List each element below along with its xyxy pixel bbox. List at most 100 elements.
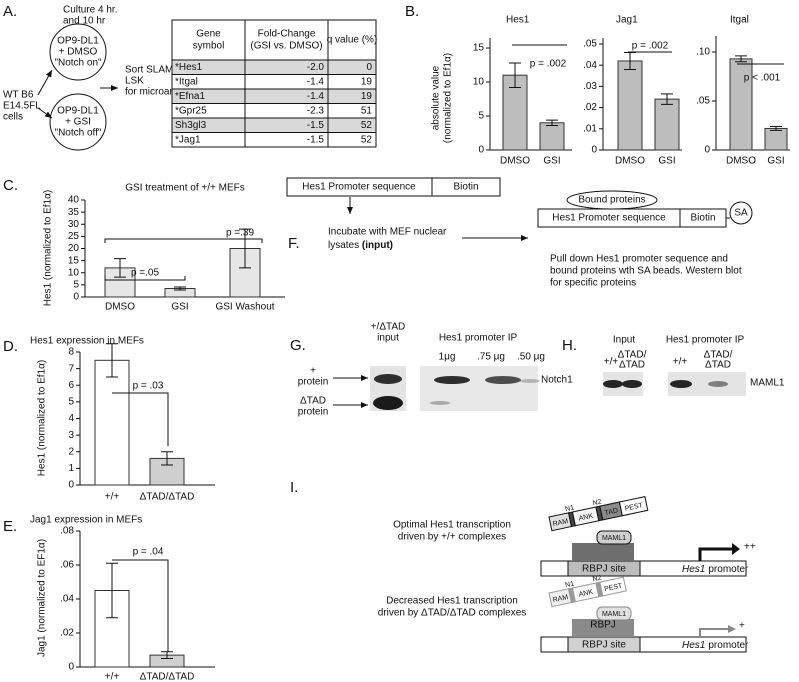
- blot-band: [603, 380, 623, 388]
- panel-label: F.: [288, 235, 300, 252]
- bar: [94, 359, 130, 486]
- domain-label: TAD: [604, 507, 619, 517]
- panel-label: D.: [3, 338, 18, 355]
- y-tick-label: 35: [68, 207, 80, 218]
- table-cell: -1.5: [307, 134, 325, 145]
- table-cell: -1.5: [307, 120, 325, 131]
- rbpj: [572, 619, 634, 637]
- x-tick-label: ΔTAD/ΔTAD: [140, 492, 195, 503]
- complex-text: driven by ΔTAD/ΔTAD complexes: [378, 608, 527, 619]
- band-label: MAML1: [750, 378, 785, 389]
- cells-text: E14.5FL: [3, 101, 41, 112]
- panel-label: C.: [3, 177, 18, 194]
- label: RBPJ site: [582, 640, 626, 651]
- label: ΔTAD/: [704, 350, 733, 361]
- culture-circle: [49, 93, 107, 151]
- table-cell: -2.3: [307, 105, 325, 116]
- y-tick-label: 1: [68, 463, 74, 474]
- label: ΔTAD: [300, 396, 326, 407]
- table-cell: 19: [361, 76, 373, 87]
- input: (input): [362, 240, 393, 251]
- chart-title: Hes1 expression in MEFs: [30, 336, 144, 347]
- table-cell: 52: [361, 120, 373, 131]
- table-header: Gene: [196, 29, 221, 40]
- bar: [764, 127, 788, 151]
- complex-text: driven by +/+ complexes: [398, 532, 506, 543]
- y-tick-label: 3: [68, 430, 74, 441]
- y-axis-label: Jag1 (normalized to EF1α): [37, 539, 48, 657]
- table-cell: 52: [361, 134, 373, 145]
- maml1: [596, 530, 632, 545]
- error-bar: [239, 228, 251, 269]
- label: Hes1 Promoter sequence: [552, 213, 666, 224]
- y-tick-label: 25: [68, 231, 80, 242]
- y-axis-label: Hes1 (normalized to Ef1α): [37, 360, 48, 476]
- label: Biotin: [453, 182, 478, 193]
- domain-label: N2: [592, 575, 602, 584]
- y-tick-label: 0: [704, 145, 710, 156]
- x-tick-label: GSI: [543, 156, 560, 167]
- blot-band: [622, 380, 642, 388]
- x-tick-label: DMSO: [105, 302, 135, 313]
- culture-circle: [49, 23, 107, 81]
- label: + GSI: [65, 117, 91, 128]
- blot-band: [434, 376, 470, 384]
- y-tick-label: 4: [68, 413, 74, 424]
- table-header: symbol: [193, 41, 225, 52]
- y-tick-label: .08: [60, 526, 74, 537]
- promoter-word: promoter: [708, 640, 749, 651]
- biotin-box: [431, 177, 501, 197]
- lysates-text: lysates (input): [328, 240, 393, 251]
- cells-text: cells: [3, 112, 23, 123]
- label: 1μg: [439, 352, 456, 363]
- chart-title: Itgal: [730, 15, 749, 26]
- culture-text: and 10 hr: [63, 16, 106, 27]
- p-value: p < .001: [744, 73, 781, 84]
- y-tick-label: .03: [583, 81, 597, 92]
- level: ++: [744, 542, 756, 553]
- label: OP9-DL1: [57, 106, 99, 117]
- label: ΔTAD: [619, 360, 645, 371]
- sort-text: for microarray: [125, 87, 187, 98]
- notch-complex: RAM ANK PEST N1 N2: [548, 575, 627, 608]
- y-axis-label: (normalized to Ef1α): [443, 53, 454, 143]
- y-tick-label: 30: [68, 219, 80, 230]
- arrow-tip: [728, 625, 736, 633]
- error-bar: [735, 55, 747, 63]
- blot: [420, 366, 538, 411]
- domain-label: RAM: [552, 594, 569, 604]
- p-value: p =.05: [131, 268, 160, 279]
- promoter-label: Hes1 promoter: [682, 564, 749, 575]
- x-tick-label: GSI: [767, 156, 784, 167]
- table-row: [171, 74, 377, 90]
- sort-text: Sort SLAM: [125, 65, 173, 76]
- table-cell: 19: [361, 91, 373, 102]
- label: ΔTAD: [705, 360, 731, 371]
- p-value: p = .002: [530, 59, 567, 70]
- blot-band: [374, 374, 402, 384]
- rbpj: [572, 543, 634, 561]
- blot-band: [373, 396, 403, 410]
- table-cell: *Hes1: [175, 62, 203, 73]
- culture-text: Culture 4 hr.: [63, 5, 117, 16]
- notch-complex: RAM ANK TAD PEST N1 N2: [548, 496, 649, 532]
- transcription-arrow: [699, 628, 728, 637]
- y-axis-label: absolute value: [431, 65, 442, 130]
- cells-text: WT B6: [3, 90, 34, 101]
- label: MAML1: [602, 611, 626, 618]
- lysates: lysates: [328, 240, 362, 251]
- y-tick-label: 20: [68, 243, 80, 254]
- table-header: Fold-Change: [258, 29, 316, 40]
- table-cell: -1.4: [307, 76, 325, 87]
- label: RBPJ: [590, 620, 616, 631]
- y-tick-label: 10: [68, 267, 80, 278]
- x-tick-label: GSI: [171, 302, 188, 313]
- label: MAML1: [602, 535, 626, 542]
- y-tick-label: 40: [68, 195, 80, 206]
- blot-band: [670, 380, 692, 388]
- notch-domain: [618, 496, 649, 517]
- label: Hes1 Promoter sequence: [302, 182, 416, 193]
- domain-label: ANK: [578, 513, 594, 523]
- error-bar: [661, 93, 673, 105]
